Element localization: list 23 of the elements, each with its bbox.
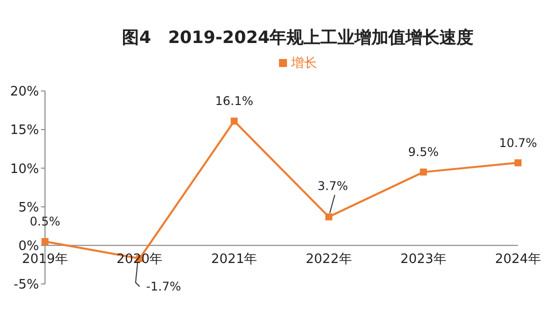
y-tick-label: -5% xyxy=(14,278,39,293)
data-label: 0.5% xyxy=(30,214,60,229)
y-tick-label: 20% xyxy=(10,84,39,100)
x-tick-label: 2019年 xyxy=(22,252,68,267)
point xyxy=(230,118,238,125)
data-label: -1.7% xyxy=(146,280,182,294)
x-tick-label: 2023年 xyxy=(400,252,446,267)
data-label: 16.1% xyxy=(215,94,254,108)
y-tick-label: 0% xyxy=(18,239,39,254)
point xyxy=(325,213,332,220)
y-tick-label: 15% xyxy=(10,123,39,138)
chart-title: 图4 2019-2024年规上工业增加值增长速度 xyxy=(121,27,475,49)
legend-label: 增长 xyxy=(291,56,317,71)
data-label: 3.7% xyxy=(318,178,348,193)
data-label: 9.5% xyxy=(408,145,439,160)
x-tick-label: 2021年 xyxy=(211,252,258,267)
y-tick-label: 10% xyxy=(10,162,39,177)
x-tick-label: 2024年 xyxy=(494,252,542,267)
data-label: 10.7% xyxy=(498,136,538,150)
x-tick-label: 2022年 xyxy=(306,252,352,267)
point xyxy=(420,168,427,176)
point xyxy=(514,159,522,166)
y-tick-label: 5% xyxy=(18,200,39,216)
